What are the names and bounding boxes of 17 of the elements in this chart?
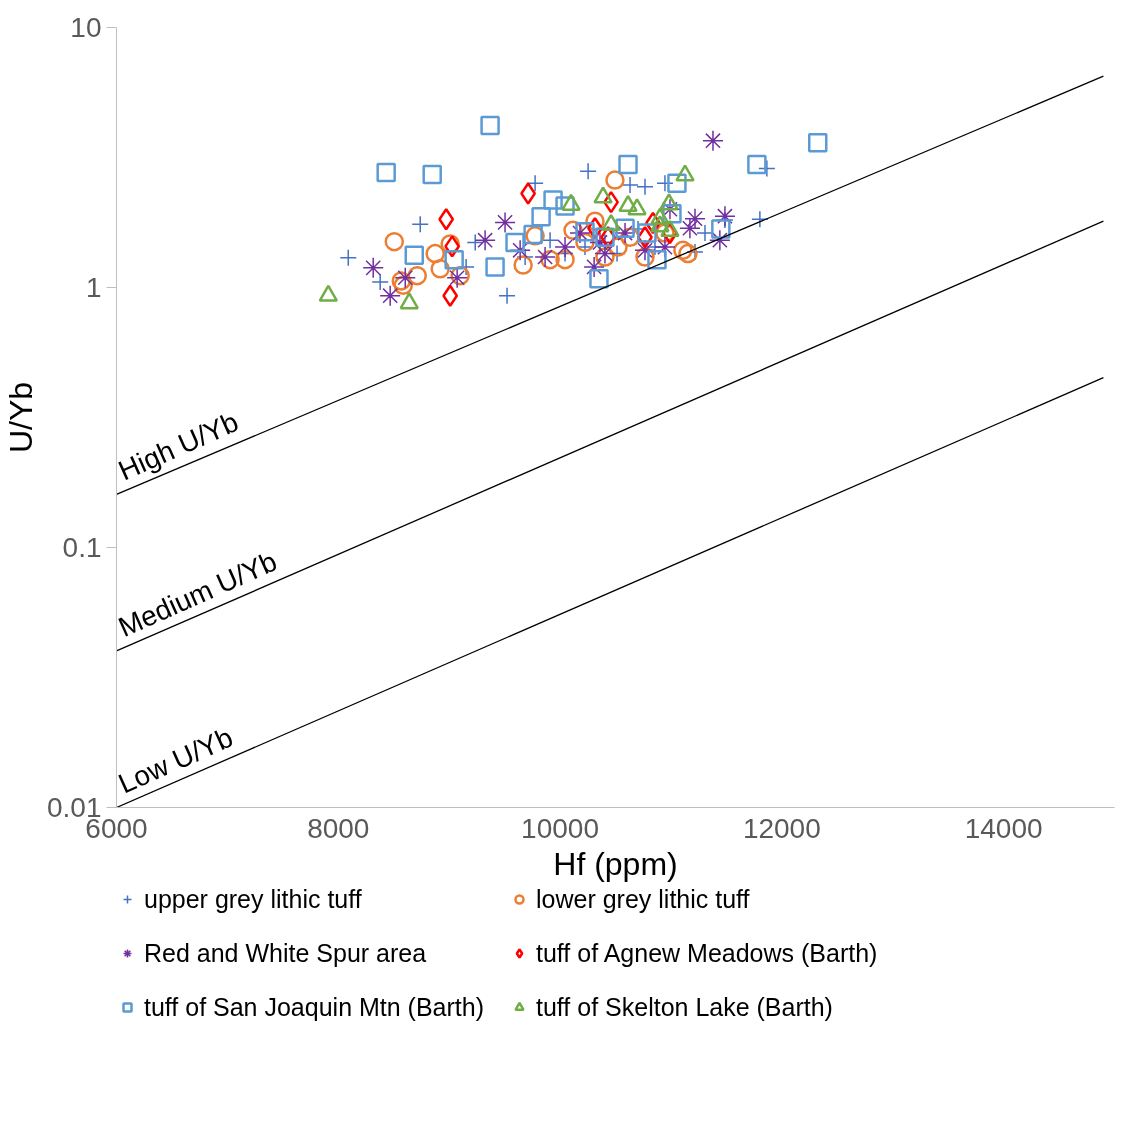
x-tick-label: 12000 xyxy=(742,812,821,844)
legend-label: tuff of San Joaquin Mtn (Barth) xyxy=(144,992,485,1022)
annotation: Low U/Yb xyxy=(113,721,238,800)
legend-label: upper grey lithic tuff xyxy=(144,884,362,914)
x-tick-label: 8000 xyxy=(307,812,370,844)
legend-label: tuff of Agnew Meadows (Barth) xyxy=(536,938,878,968)
x-axis-title: Hf (ppm) xyxy=(553,845,678,882)
y-tick-label: 0.1 xyxy=(62,532,102,563)
y-tick-label: 10 xyxy=(70,12,102,43)
x-tick-label: 10000 xyxy=(521,812,599,844)
y-axis-title: U/Yb xyxy=(3,381,39,454)
legend-label: tuff of Skelton Lake (Barth) xyxy=(536,992,833,1022)
legend-label: lower grey lithic tuff xyxy=(536,884,750,914)
x-tick-label: 14000 xyxy=(964,812,1043,844)
legend-label: Red and White Spur area xyxy=(144,938,427,968)
y-tick-label: 1 xyxy=(85,272,102,303)
annotation: High U/Yb xyxy=(113,406,244,487)
